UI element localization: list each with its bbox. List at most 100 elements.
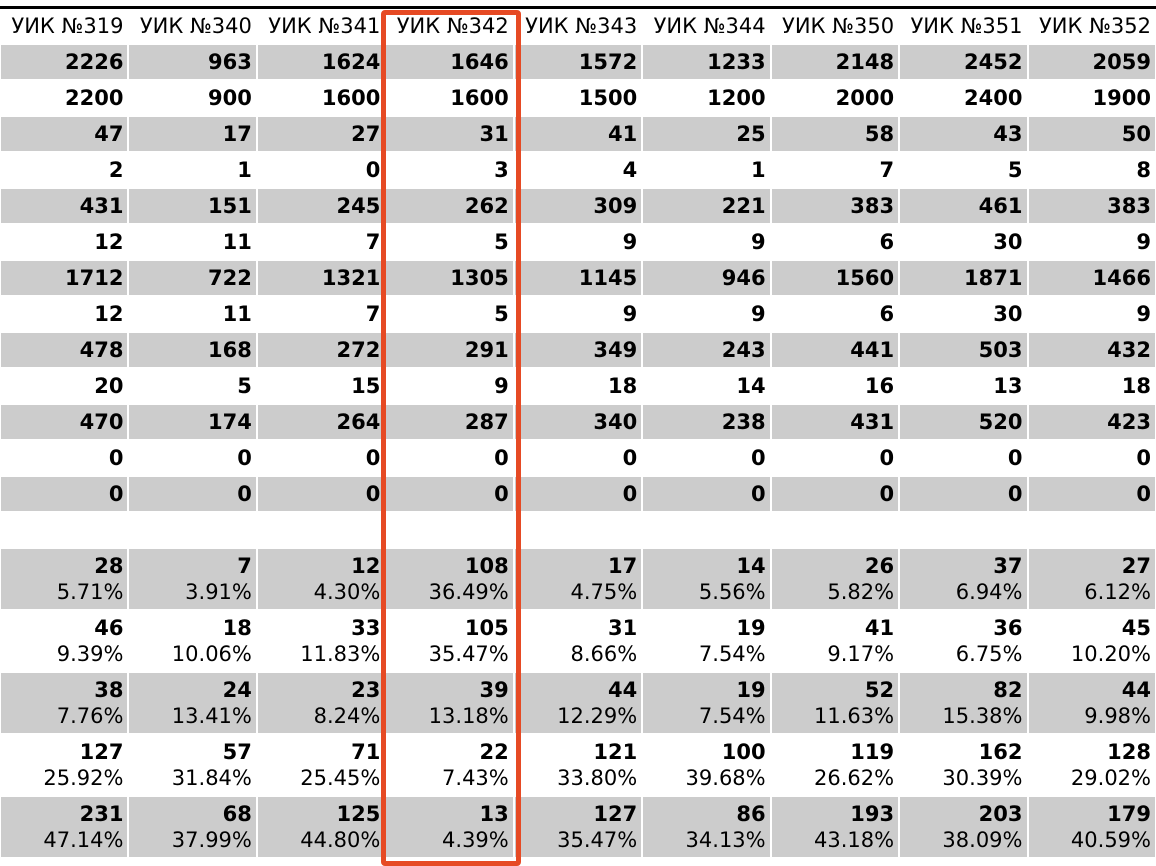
share-cell: 57 31.84% <box>129 735 255 795</box>
header-row: УИК №319 УИК №340 УИК №341 УИК №342 УИК №343… <box>1 9 1155 43</box>
cell: 5 <box>494 302 509 326</box>
count: 19 <box>736 616 766 640</box>
cell: 431 <box>771 405 899 439</box>
share-cell: 46 9.39% <box>1 611 127 671</box>
percent: 9.17% <box>827 642 895 666</box>
share-cell: 193 43.18% <box>771 797 899 857</box>
count: 46 <box>94 616 124 640</box>
percent: 47.14% <box>43 828 124 852</box>
cell: 0 <box>622 446 638 470</box>
cell: 0 <box>1028 477 1155 511</box>
cell: 3 <box>494 158 509 182</box>
cell: 4 <box>622 158 638 182</box>
count: 44 <box>607 678 638 702</box>
cell: 18 <box>607 374 638 398</box>
empty-cell <box>258 513 384 547</box>
percent: 6.12% <box>1084 580 1151 604</box>
cell: 9 <box>622 302 638 326</box>
cell: 1712 <box>1 261 128 295</box>
count: 31 <box>607 616 638 640</box>
percent: 10.06% <box>171 642 252 666</box>
cell: 1 <box>751 158 766 182</box>
cell: 1305 <box>386 261 513 295</box>
count: 7 <box>237 554 252 578</box>
count: 13 <box>479 802 509 826</box>
cell: 2000 <box>835 86 895 110</box>
cell: 946 <box>643 261 770 295</box>
percent: 11.63% <box>813 704 895 728</box>
share-cell: 31 8.66% <box>515 611 641 671</box>
cell: 15 <box>351 374 381 398</box>
cell: 20 <box>94 374 124 398</box>
share-cell: 127 35.47% <box>514 797 642 857</box>
cell: 503 <box>900 333 1027 367</box>
cell: 1600 <box>450 86 509 110</box>
percent: 12.29% <box>557 704 638 728</box>
cell: 1200 <box>707 86 766 110</box>
count: 17 <box>607 554 638 578</box>
column-header: УИК №344 <box>653 14 766 38</box>
percent: 3.91% <box>185 580 252 604</box>
spacer-row <box>1 513 1155 547</box>
cell: 0 <box>237 446 252 470</box>
percent: 7.54% <box>698 704 766 728</box>
cell: 11 <box>222 302 252 326</box>
data-row: 2226 963 1624 1646 1572 1233 2148 2452 2059 <box>1 45 1155 79</box>
count: 179 <box>1107 802 1151 826</box>
cell: 2200 <box>64 86 124 110</box>
count: 27 <box>1121 554 1151 578</box>
cell: 9 <box>622 230 638 254</box>
count: 203 <box>978 802 1023 826</box>
count: 231 <box>79 802 124 826</box>
cell: 0 <box>257 477 385 511</box>
share-cell: 36 6.75% <box>900 611 1026 671</box>
table-container: УИК №319 УИК №340 УИК №341 УИК №342 УИК №343… <box>0 6 1156 859</box>
cell: 2148 <box>771 45 899 79</box>
count: 22 <box>479 740 509 764</box>
count: 100 <box>721 740 766 764</box>
cell: 461 <box>900 189 1027 223</box>
cell: 0 <box>129 477 256 511</box>
count: 128 <box>1107 740 1151 764</box>
cell: 17 <box>129 117 256 151</box>
cell: 423 <box>1028 405 1155 439</box>
cell: 1 <box>237 158 252 182</box>
count: 26 <box>864 554 895 578</box>
percent: 7.54% <box>698 642 766 666</box>
share-cell: 37 6.94% <box>900 549 1027 609</box>
cell: 262 <box>386 189 513 223</box>
empty-cell <box>386 513 512 547</box>
cell: 8 <box>1136 158 1151 182</box>
cell: 9 <box>751 302 766 326</box>
percent: 29.02% <box>1070 766 1151 790</box>
count: 119 <box>850 740 895 764</box>
share-cell: 39 13.18% <box>386 673 513 733</box>
share-cell: 18 10.06% <box>129 611 255 671</box>
count: 108 <box>464 554 509 578</box>
cell: 2400 <box>964 86 1023 110</box>
cell: 0 <box>879 446 895 470</box>
share-cell: 231 47.14% <box>1 797 128 857</box>
cell: 2 <box>108 158 124 182</box>
cell: 12 <box>94 230 124 254</box>
empty-cell <box>129 513 255 547</box>
cell: 1900 <box>1092 86 1151 110</box>
cell: 151 <box>129 189 256 223</box>
cell: 1321 <box>257 261 385 295</box>
count: 36 <box>993 616 1023 640</box>
count: 125 <box>336 802 381 826</box>
cell: 168 <box>129 333 256 367</box>
data-row: 0 0 0 0 0 0 0 0 0 <box>1 441 1155 475</box>
percent: 35.47% <box>557 828 638 852</box>
count: 38 <box>94 678 124 702</box>
share-cell: 44 12.29% <box>514 673 642 733</box>
percent: 34.13% <box>685 828 766 852</box>
share-cell: 71 25.45% <box>258 735 384 795</box>
data-row: 1712 722 1321 1305 1145 946 1560 1871 1466 <box>1 261 1155 295</box>
count: 86 <box>736 802 766 826</box>
count: 33 <box>351 616 381 640</box>
percent: 4.30% <box>313 580 381 604</box>
share-cell: 128 29.02% <box>1029 735 1156 795</box>
count: 41 <box>864 616 895 640</box>
count: 193 <box>850 802 895 826</box>
